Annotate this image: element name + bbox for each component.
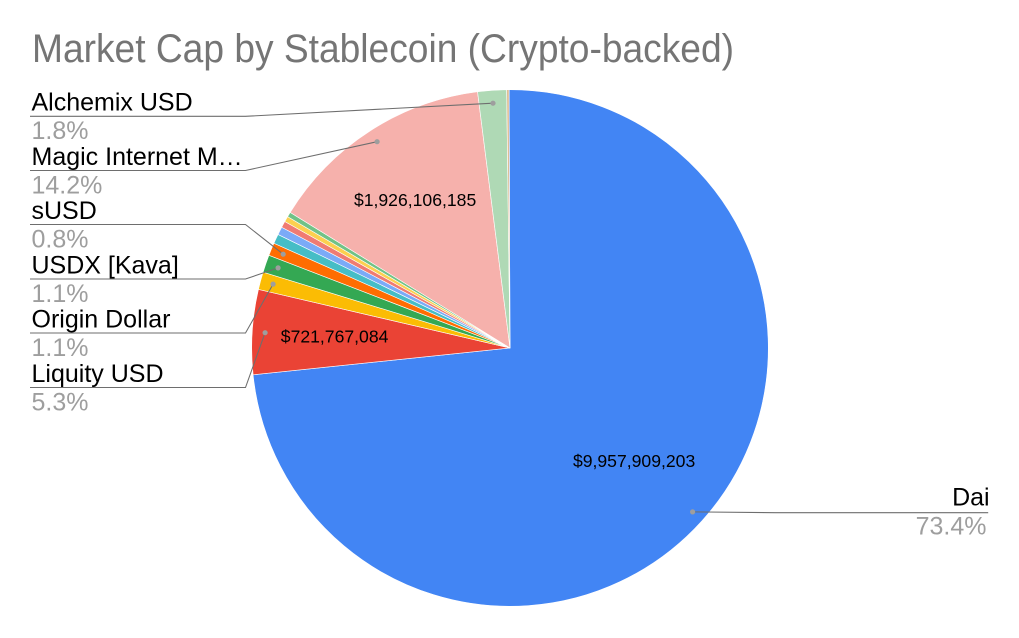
svg-text:1.1%: 1.1% — [32, 334, 89, 362]
svg-text:1.8%: 1.8% — [32, 117, 89, 145]
svg-text:0.8%: 0.8% — [32, 225, 89, 253]
svg-text:Dai: Dai — [952, 484, 990, 512]
svg-text:sUSD: sUSD — [32, 197, 97, 225]
svg-text:Alchemix USD: Alchemix USD — [32, 89, 193, 117]
svg-text:$721,767,084: $721,767,084 — [281, 327, 389, 347]
svg-text:$9,957,909,203: $9,957,909,203 — [573, 451, 696, 471]
svg-text:Magic Internet M…: Magic Internet M… — [32, 143, 243, 171]
svg-text:1.1%: 1.1% — [32, 280, 89, 308]
svg-text:5.3%: 5.3% — [32, 388, 89, 416]
svg-text:Market Cap by Stablecoin (Cryp: Market Cap by Stablecoin (Crypto-backed) — [32, 27, 734, 71]
svg-text:USDX [Kava]: USDX [Kava] — [32, 251, 179, 279]
svg-text:Liquity USD: Liquity USD — [32, 360, 164, 388]
svg-text:14.2%: 14.2% — [32, 171, 103, 199]
svg-text:Origin Dollar: Origin Dollar — [32, 305, 171, 333]
svg-text:73.4%: 73.4% — [916, 512, 987, 540]
svg-text:$1,926,106,185: $1,926,106,185 — [354, 190, 477, 210]
